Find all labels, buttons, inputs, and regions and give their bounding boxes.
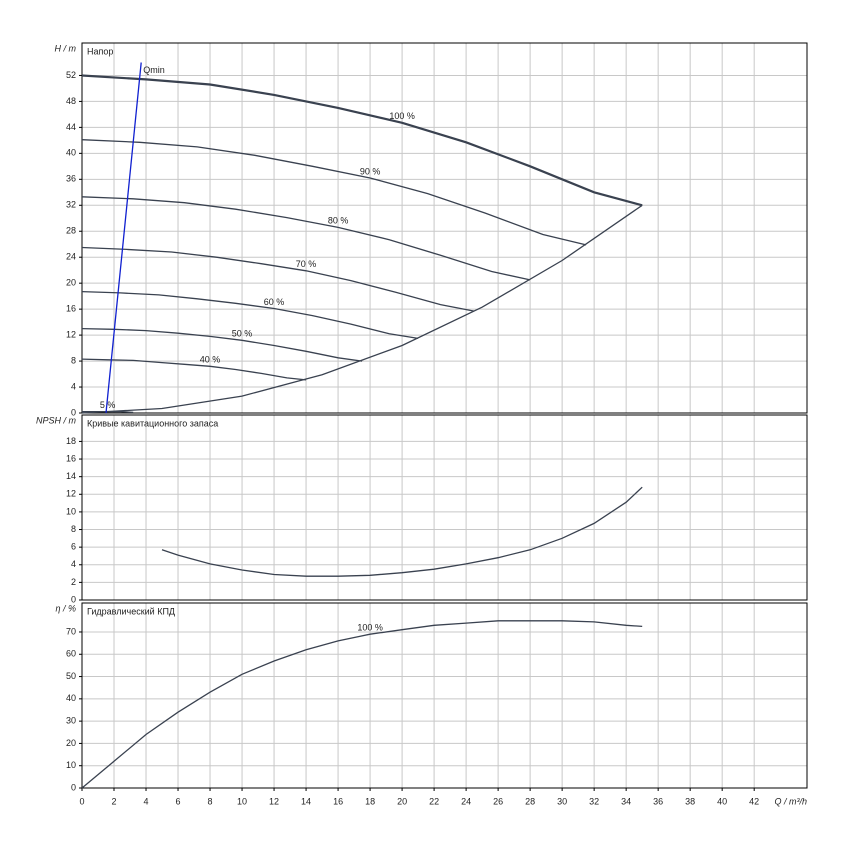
curve-label: 70 % [296, 259, 317, 269]
x-tick-label: 12 [269, 796, 279, 806]
x-tick-label: 26 [493, 796, 503, 806]
y-tick-label: 24 [66, 252, 76, 262]
y-axis-label: NPSH / m [36, 415, 77, 425]
curve [81, 620, 643, 789]
curve [81, 327, 363, 362]
curve [105, 62, 142, 414]
y-tick-label: 44 [66, 122, 76, 132]
curve-label: 90 % [360, 166, 381, 176]
x-tick-label: 34 [621, 796, 631, 806]
x-tick-label: 10 [237, 796, 247, 806]
curve-label: 100 % [357, 623, 383, 633]
x-tick-label: 2 [112, 796, 117, 806]
y-axis-label: H / m [55, 43, 77, 53]
x-tick-label: 4 [144, 796, 149, 806]
curve [161, 486, 643, 577]
y-tick-label: 28 [66, 226, 76, 236]
y-tick-label: 16 [66, 453, 76, 463]
y-tick-label: 16 [66, 304, 76, 314]
x-tick-label: 42 [749, 796, 759, 806]
y-tick-label: 40 [66, 148, 76, 158]
x-tick-label: 8 [208, 796, 213, 806]
y-tick-label: 4 [71, 559, 76, 569]
panel-title: Напор [87, 46, 113, 56]
y-tick-label: 50 [66, 671, 76, 681]
curve [81, 358, 307, 381]
y-tick-label: 10 [66, 506, 76, 516]
curve [81, 139, 587, 246]
y-tick-label: 10 [66, 760, 76, 770]
x-tick-label: 32 [589, 796, 599, 806]
y-tick-label: 0 [71, 594, 76, 604]
curve-label: Qmin [143, 65, 165, 75]
y-axis-label: η / % [55, 603, 76, 613]
x-tick-label: 38 [685, 796, 695, 806]
panel-frame [81, 414, 808, 601]
y-tick-label: 0 [71, 407, 76, 417]
panel-title: Кривые кавитационного запаса [87, 418, 218, 428]
curve-label: 80 % [328, 216, 349, 226]
x-tick-label: 36 [653, 796, 663, 806]
x-tick-label: 40 [717, 796, 727, 806]
y-tick-label: 0 [71, 782, 76, 792]
y-tick-label: 70 [66, 626, 76, 636]
x-tick-label: 24 [461, 796, 471, 806]
y-tick-label: 6 [71, 542, 76, 552]
curve [81, 196, 531, 281]
y-tick-label: 52 [66, 70, 76, 80]
y-tick-label: 4 [71, 381, 76, 391]
x-tick-label: 30 [557, 796, 567, 806]
x-axis-label: Q / m³/h [774, 796, 807, 806]
curve-label: 50 % [232, 329, 253, 339]
curve-label: 5 % [100, 400, 116, 410]
y-tick-label: 14 [66, 471, 76, 481]
x-tick-label: 18 [365, 796, 375, 806]
x-tick-label: 14 [301, 796, 311, 806]
x-tick-label: 28 [525, 796, 535, 806]
x-tick-label: 6 [176, 796, 181, 806]
x-tick-label: 16 [333, 796, 343, 806]
y-tick-label: 32 [66, 200, 76, 210]
y-tick-label: 12 [66, 329, 76, 339]
curve [81, 74, 643, 207]
y-tick-label: 40 [66, 693, 76, 703]
y-tick-label: 36 [66, 174, 76, 184]
curve [81, 290, 419, 340]
y-tick-label: 48 [66, 96, 76, 106]
curve-label: 100 % [389, 111, 415, 121]
curve-label: 40 % [200, 355, 221, 365]
y-tick-label: 2 [71, 577, 76, 587]
curve [81, 204, 643, 414]
x-tick-label: 0 [79, 796, 84, 806]
panel-frame [81, 42, 808, 414]
y-tick-label: 20 [66, 738, 76, 748]
y-tick-label: 30 [66, 716, 76, 726]
curve [81, 246, 475, 312]
y-tick-label: 60 [66, 649, 76, 659]
y-tick-label: 8 [71, 524, 76, 534]
y-tick-label: 12 [66, 489, 76, 499]
y-tick-label: 18 [66, 436, 76, 446]
x-tick-label: 22 [429, 796, 439, 806]
panel-title: Гидравлический КПД [87, 606, 175, 616]
x-tick-label: 20 [397, 796, 407, 806]
curve-label: 60 % [264, 297, 285, 307]
y-tick-label: 20 [66, 278, 76, 288]
panel-frame [81, 602, 808, 789]
y-tick-label: 8 [71, 355, 76, 365]
